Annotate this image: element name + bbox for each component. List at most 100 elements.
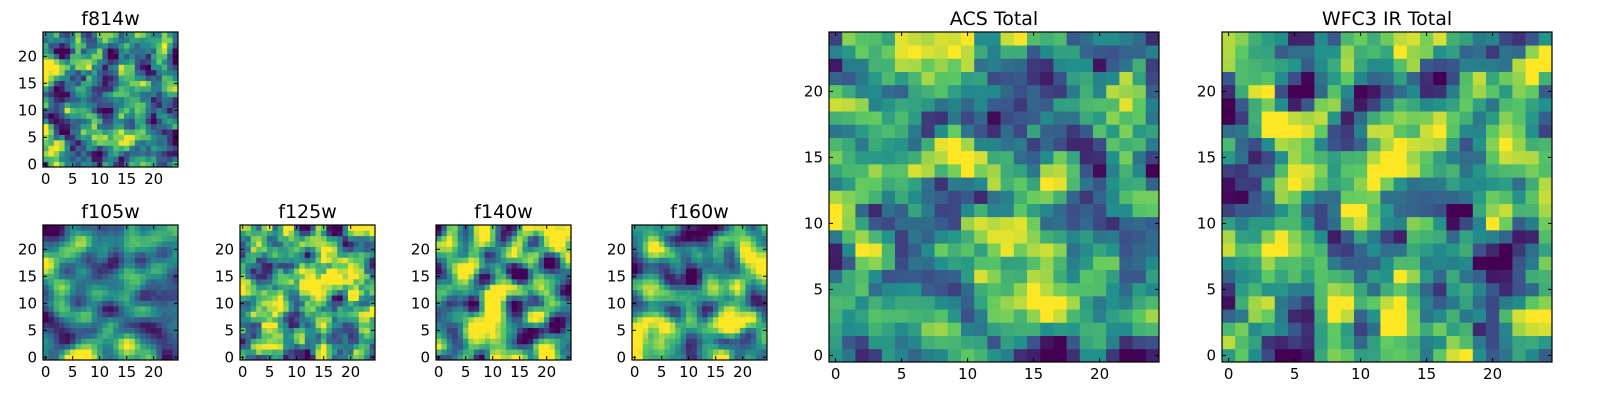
heatmap-cell (358, 268, 365, 274)
heatmap-cell (140, 69, 146, 76)
heatmap-cell (167, 349, 173, 355)
heatmap-cell (261, 246, 268, 253)
heatmap-cell (506, 311, 512, 318)
heatmap-cell (102, 113, 109, 119)
heatmap-cell (1380, 137, 1394, 152)
heatmap-cell (479, 338, 485, 345)
heatmap-cell (113, 225, 119, 231)
heatmap-cell (1512, 111, 1526, 125)
heatmap-cell (1354, 282, 1368, 297)
heatmap-cell (680, 354, 687, 361)
heatmap-cell (59, 113, 65, 119)
heatmap-cell (277, 343, 284, 350)
heatmap-cell (161, 262, 168, 269)
heatmap-cell (156, 91, 163, 98)
heatmap-cell (702, 300, 708, 307)
heatmap-cell (527, 252, 534, 258)
heatmap-cell (908, 230, 922, 244)
heatmap-cell (713, 257, 719, 264)
heatmap-cell (75, 145, 82, 152)
heatmap-cell (70, 86, 76, 92)
heatmap-cell (707, 273, 714, 280)
heatmap-cell (1314, 177, 1328, 191)
heatmap-cell (156, 225, 163, 231)
heatmap-cell (554, 311, 561, 318)
heatmap-cell (881, 269, 896, 284)
heatmap-cell (1000, 32, 1015, 46)
heatmap-cell (304, 225, 311, 231)
heatmap-cell (921, 71, 935, 86)
heatmap-cell (277, 322, 284, 328)
heatmap-cell (75, 327, 82, 334)
heatmap-cell (1093, 45, 1107, 59)
heatmap-cell (107, 300, 114, 307)
heatmap-cell (59, 48, 65, 54)
heatmap-cell (172, 333, 179, 339)
heatmap-cell (240, 311, 246, 318)
heatmap-cell (134, 145, 141, 152)
heatmap-cell (1354, 230, 1368, 244)
heatmap-cell (1261, 177, 1276, 191)
heatmap-cell (102, 107, 109, 114)
heatmap-cell (134, 333, 141, 339)
heatmap-cell (134, 140, 141, 146)
heatmap-cell (702, 225, 708, 231)
heatmap-cell (294, 306, 300, 312)
heatmap-cell (544, 268, 550, 274)
heatmap-cell (299, 235, 306, 242)
heatmap-cell (648, 327, 654, 334)
heatmap-cell (364, 338, 370, 345)
heatmap-cell (659, 268, 665, 274)
heatmap-cell (473, 241, 480, 247)
heatmap-cell (75, 118, 82, 125)
heatmap-cell (75, 69, 82, 76)
heatmap-cell (1538, 243, 1553, 257)
heatmap-cell (75, 37, 82, 44)
heatmap-cell (934, 58, 949, 72)
y-tick-label: 15 (804, 148, 823, 166)
x-tick-label: 0 (1224, 365, 1234, 383)
heatmap-cell (761, 284, 768, 291)
heatmap-cell (675, 225, 681, 231)
heatmap-cell (250, 289, 257, 296)
heatmap-cell (484, 225, 491, 231)
heatmap-cell (172, 75, 179, 81)
heatmap-cell (342, 316, 349, 323)
heatmap-cell (140, 300, 146, 307)
heatmap-cell (707, 235, 714, 242)
heatmap-cell (653, 273, 660, 280)
heatmap-cell (86, 96, 92, 103)
heatmap-cell (304, 338, 311, 345)
heatmap-cell (1314, 282, 1328, 297)
heatmap-cell (934, 84, 949, 99)
heatmap-cell (156, 129, 163, 135)
heatmap-cell (348, 316, 354, 323)
heatmap-cell (1446, 348, 1460, 363)
heatmap-cell (86, 145, 92, 152)
heatmap-cell (107, 333, 114, 339)
heatmap-cell (277, 257, 284, 264)
heatmap-cell (961, 124, 975, 138)
heatmap-cell (80, 53, 87, 60)
heatmap-cell (1406, 58, 1421, 72)
heatmap-cell (1314, 348, 1328, 363)
heatmap-cell (740, 338, 746, 345)
heatmap-cell (256, 289, 262, 296)
heatmap-cell (648, 262, 654, 269)
heatmap-cell (479, 268, 485, 274)
heatmap-cell (1235, 335, 1249, 350)
heatmap-cell (1040, 296, 1054, 310)
heatmap-cell (642, 252, 649, 258)
heatmap-cell (53, 235, 60, 242)
heatmap-cell (642, 338, 649, 345)
heatmap-cell (987, 348, 1001, 363)
heatmap-cell (961, 335, 975, 350)
heatmap-cell (151, 316, 157, 323)
heatmap-cell (1367, 150, 1381, 165)
heatmap-cell (642, 257, 649, 264)
heatmap-cell (53, 150, 60, 157)
heatmap-cell (921, 84, 935, 99)
heatmap-cell (151, 86, 157, 92)
heatmap-cell (632, 343, 638, 350)
heatmap-cell (1222, 58, 1236, 72)
